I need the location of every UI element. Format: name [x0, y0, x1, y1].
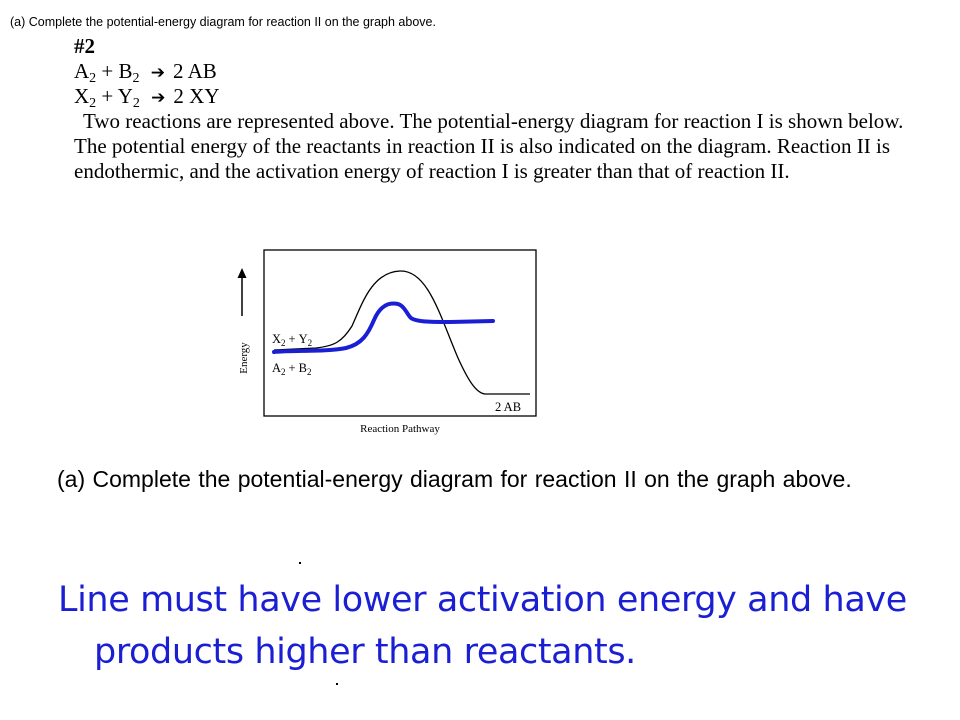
plot-frame — [263, 249, 537, 417]
problem-description: Two reactions are represented above. The… — [74, 109, 904, 183]
stray-dot — [299, 562, 301, 564]
stray-dot — [336, 683, 338, 685]
reaction-i-curve — [273, 270, 530, 395]
label-reactants-ii: X2 + Y2 — [272, 332, 312, 348]
problem-statement: #2 A2 + B2 ➔ 2 AB X2 + Y2 ➔ 2 XY Two react… — [74, 34, 934, 184]
reaction-ii-curve — [272, 301, 495, 354]
answer-line-2: products higher than reactants. — [94, 632, 636, 672]
answer-line-1: Line must have lower activation energy a… — [58, 580, 907, 620]
reaction-2-equation: X2 + Y2 ➔ 2 XY — [74, 84, 220, 111]
arrow-icon: ➔ — [151, 88, 166, 108]
question-text: (a) Complete the potential-energy diagra… — [57, 466, 852, 492]
problem-number: #2 — [74, 34, 95, 58]
header-note: (a) Complete the potential-energy diagra… — [10, 15, 436, 29]
energy-axis-arrowhead — [237, 268, 247, 278]
label-products-i: 2 AB — [495, 400, 521, 414]
label-reactants-i: A2 + B2 — [272, 361, 311, 377]
arrow-icon: ➔ — [150, 63, 166, 83]
x-axis-label: Reaction Pathway — [360, 423, 440, 435]
y-axis-label: Energy — [238, 342, 250, 374]
answer-text: Line must have lower activation energy a… — [58, 574, 938, 678]
potential-energy-diagram: Energy X2 + Y2 A2 + B2 2 AB Reaction Pathway — [237, 249, 537, 435]
reaction-1-equation: A2 + B2 ➔ 2 AB — [74, 59, 217, 86]
